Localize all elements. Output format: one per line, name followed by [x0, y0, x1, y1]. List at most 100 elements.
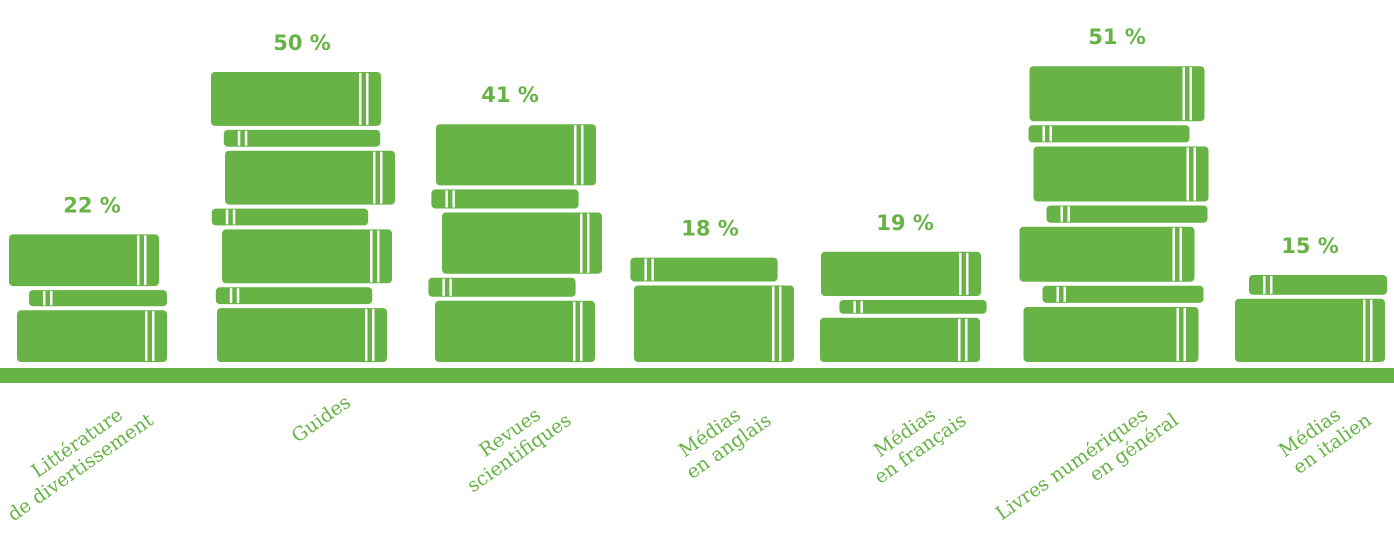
book-spine-stripe [580, 213, 583, 273]
value-label: 41 % [481, 83, 539, 107]
book-spine-stripe [772, 286, 775, 361]
book [435, 300, 595, 362]
book-spine-stripe [1270, 276, 1273, 294]
book-spine-stripe [445, 190, 448, 208]
book [222, 229, 392, 284]
book-spine-stripe [966, 252, 969, 295]
book-spine-stripe [779, 286, 782, 361]
book-spine-stripe [853, 301, 856, 313]
book [223, 129, 381, 147]
book [634, 285, 794, 362]
value-label: 15 % [1281, 234, 1339, 258]
book-spine-stripe [232, 209, 236, 225]
book-spine-stripe [1183, 308, 1186, 361]
book-spine-stripe [580, 301, 583, 361]
value-label: 51 % [1088, 25, 1146, 49]
book-spine-stripe [380, 151, 383, 204]
book [1042, 285, 1204, 303]
book-spine-stripe [1042, 126, 1045, 142]
book-spine-stripe [1370, 299, 1373, 361]
category-label: Médiasen italien [1275, 391, 1376, 480]
book [217, 308, 387, 362]
book-spine-stripe [237, 130, 241, 146]
book-spine-stripe [50, 291, 53, 306]
book-spine-stripe [372, 309, 375, 361]
book [29, 290, 167, 307]
book-spine-stripe [359, 73, 362, 125]
book [630, 257, 778, 282]
book-spine-stripe [1263, 276, 1266, 294]
book [225, 150, 395, 205]
book-spine-stripe [1193, 147, 1196, 201]
book-spine-stripe [573, 301, 576, 361]
book-spine-stripe [225, 209, 229, 225]
book-spine-stripe [144, 235, 147, 286]
book-spine-stripe [574, 125, 577, 185]
book-spine-stripe [43, 291, 46, 306]
book [211, 208, 369, 226]
book-spine-stripe [366, 73, 369, 125]
book [821, 251, 981, 296]
book-spine-stripe [1186, 147, 1189, 201]
book-spine-stripe [651, 258, 654, 281]
book-stack [1235, 275, 1387, 362]
book-spine-stripe [644, 258, 647, 281]
value-label: 22 % [63, 193, 121, 217]
book-spine-stripe [1182, 67, 1185, 121]
category-label: Médiasen anglais [670, 391, 776, 484]
book [1235, 298, 1385, 362]
book [9, 234, 159, 287]
book-stack [820, 251, 987, 362]
book [215, 287, 373, 305]
book [820, 317, 980, 362]
book-spine-stripe [365, 309, 368, 361]
book [436, 124, 596, 186]
book [1249, 275, 1387, 295]
book-spine-stripe [377, 230, 380, 283]
book-spine-stripe [1189, 67, 1192, 121]
book-spine-stripe [452, 190, 455, 208]
book-spine-stripe [137, 235, 140, 286]
book [428, 277, 576, 297]
book-stack [1019, 66, 1209, 362]
value-label: 19 % [876, 211, 934, 235]
book [442, 212, 602, 274]
book-spine-stripe [860, 301, 863, 313]
book [839, 300, 987, 314]
book-spine-stripe [449, 278, 452, 296]
book-spine-stripe [236, 288, 240, 304]
book [431, 189, 579, 209]
book-spine-stripe [1172, 227, 1175, 281]
book-stack [211, 72, 395, 362]
book-spine-stripe [959, 252, 962, 295]
book-spine-stripe [1179, 227, 1182, 281]
book [211, 72, 381, 126]
book-stack [428, 124, 602, 362]
category-label: Livres numériquesen général [992, 391, 1183, 540]
category-label: Guides [288, 391, 355, 447]
book-spine-stripe [244, 130, 248, 146]
book-spine-stripe [145, 311, 148, 361]
book-spine-stripe [442, 278, 445, 296]
book [1019, 226, 1195, 282]
book-stack [9, 234, 167, 362]
book-spine-stripe [1067, 206, 1070, 222]
book [1033, 146, 1209, 202]
category-label: Médiasen français [858, 391, 971, 488]
book [1029, 66, 1205, 122]
book-spine-stripe [1176, 308, 1179, 361]
book-spine-stripe [152, 311, 155, 361]
book-spine-stripe [587, 213, 590, 273]
shelf-baseline [0, 368, 1394, 383]
book [1028, 125, 1190, 143]
book-spine-stripe [958, 318, 961, 361]
book-spine-stripe [370, 230, 373, 283]
book-spine-stripe [229, 288, 233, 304]
book-spine-stripe [373, 151, 376, 204]
book-spine-stripe [1049, 126, 1052, 142]
category-label: Littératurede divertissement [0, 391, 158, 526]
book-stack [630, 257, 794, 362]
book [1023, 307, 1199, 362]
book-spine-stripe [581, 125, 584, 185]
